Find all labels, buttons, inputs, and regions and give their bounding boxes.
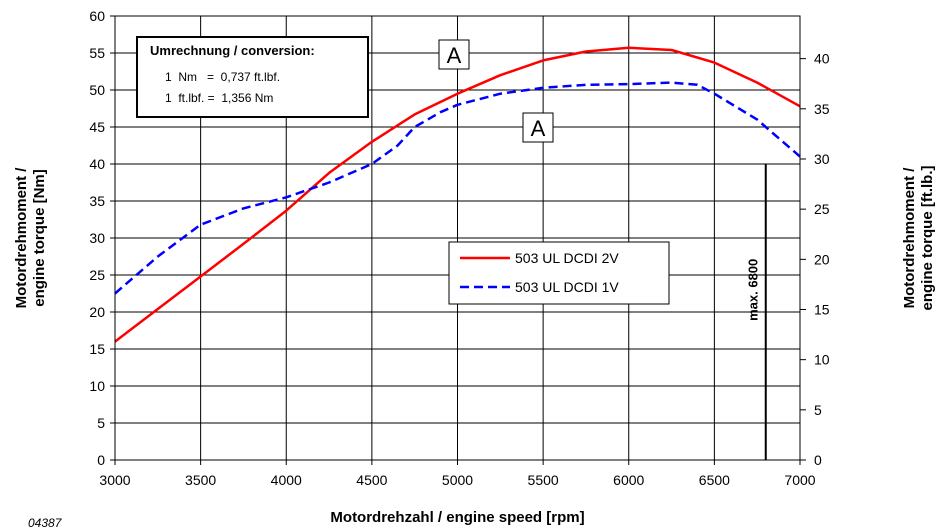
marker-a-lower: A: [522, 112, 554, 143]
y-tick-label: 40: [89, 156, 105, 172]
legend: 503 UL DCDI 2V 503 UL DCDI 1V: [448, 241, 670, 305]
x-tick-label: 4500: [356, 472, 387, 488]
y-tick-label: 35: [89, 193, 105, 209]
y2-tick-label: 25: [814, 201, 830, 217]
conversion-line-1: 1 Nm = 0,737 ft.lbf.: [165, 70, 280, 84]
marker-a-upper: A: [438, 39, 470, 70]
y-tick-label: 50: [89, 82, 105, 98]
legend-label-2v: 503 UL DCDI 2V: [515, 250, 619, 266]
series-line-0: [114, 46, 801, 343]
y-axis-title: Motordrehmoment /engine torque [Nm]: [13, 167, 48, 309]
y-tick-label: 0: [97, 452, 105, 468]
max-rpm-label: max. 6800: [746, 259, 761, 321]
legend-label-1v: 503 UL DCDI 1V: [515, 279, 619, 295]
y2-tick-label: 30: [814, 151, 830, 167]
x-axis-title: Motordrehzahl / engine speed [rpm]: [330, 509, 584, 526]
y2-tick-label: 5: [814, 402, 822, 418]
y-tick-label: 25: [89, 267, 105, 283]
conversion-box: Umrechnung / conversion: 1 Nm = 0,737 ft…: [136, 36, 369, 118]
x-tick-label: 4000: [271, 472, 302, 488]
y-axis-ticks: 0 5 10 15 20 25 30 35 40 45 50 55 60: [89, 8, 115, 468]
x-tick-label: 3500: [185, 472, 216, 488]
y2-axis-ticks: 0 5 10 15 20 25 30 35 40: [800, 51, 830, 468]
y-tick-label: 20: [89, 304, 105, 320]
y2-tick-label: 15: [814, 301, 830, 317]
series-layer: [114, 46, 801, 343]
y2-tick-label: 10: [814, 352, 830, 368]
series-line-1: [114, 81, 801, 295]
x-tick-label: 7000: [784, 472, 815, 488]
y2-tick-label: 40: [814, 51, 830, 67]
y2-axis-title: Motordrehmoment /engine torque [ft.lb.]: [901, 166, 936, 311]
y2-tick-label: 20: [814, 251, 830, 267]
marker-a-upper-label: A: [447, 43, 462, 68]
y-tick-label: 45: [89, 119, 105, 135]
figure-id: 04387: [28, 516, 63, 530]
x-tick-label: 6000: [613, 472, 644, 488]
y-tick-label: 10: [89, 378, 105, 394]
marker-a-lower-label: A: [531, 116, 546, 141]
y-tick-label: 5: [97, 415, 105, 431]
x-tick-label: 5000: [442, 472, 473, 488]
legend-frame: [448, 241, 670, 305]
conversion-line-2: 1 ft.lbf. = 1,356 Nm: [165, 91, 273, 105]
y-tick-label: 60: [89, 8, 105, 24]
x-tick-label: 6500: [699, 472, 730, 488]
x-tick-label: 5500: [528, 472, 559, 488]
conversion-box-frame: [136, 36, 369, 118]
conversion-title: Umrechnung / conversion:: [150, 43, 315, 58]
y-tick-label: 15: [89, 341, 105, 357]
y2-tick-label: 0: [814, 452, 822, 468]
x-tick-label: 3000: [99, 472, 130, 488]
y-tick-label: 30: [89, 230, 105, 246]
y2-tick-label: 35: [814, 101, 830, 117]
y-tick-label: 55: [89, 45, 105, 61]
x-axis-ticks: 3000 3500 4000 4500 5000 5500 6000 6500 7000: [99, 460, 816, 488]
